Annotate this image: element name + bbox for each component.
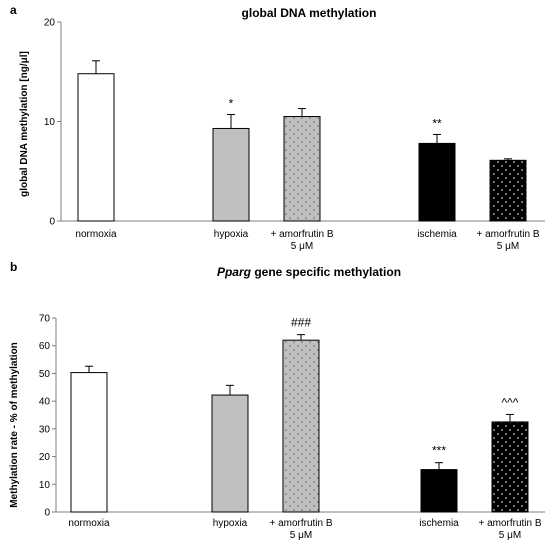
category-label: ischemia: [419, 518, 459, 529]
y-tick-label: 50: [39, 369, 51, 380]
significance-label: ^^^: [502, 395, 519, 409]
category-label: ischemia: [417, 229, 457, 240]
chart-title-a: global DNA methylation: [242, 6, 377, 20]
y-tick-label: 70: [39, 314, 51, 325]
y-tick-label: 30: [39, 424, 51, 435]
bar: [212, 127, 250, 222]
category-label: + amorfrutin B: [270, 229, 333, 240]
significance-label: **: [432, 116, 442, 130]
chart-b: 0 10 20 30 40 50 60 70 normoxia hypoxia ### + amorf…: [39, 314, 545, 540]
y-tick-label: 0: [44, 508, 50, 519]
bar: [77, 73, 115, 222]
y-axis-label-a: global DNA methylation [ng/μl]: [19, 51, 30, 197]
y-axis-label-b: Methylation rate - % of methylation: [9, 342, 20, 508]
significance-label: ###: [291, 316, 311, 330]
bar: [491, 421, 529, 513]
category-label: hypoxia: [214, 229, 249, 240]
category-label: hypoxia: [213, 518, 248, 529]
category-label: normoxia: [75, 229, 117, 240]
category-label: 5 μM: [497, 241, 519, 252]
panel-letter-a: a: [10, 3, 17, 17]
category-label: + amorfrutin B: [476, 229, 539, 240]
y-tick-label: 60: [39, 341, 51, 352]
significance-label: *: [229, 97, 234, 111]
y-tick-label: 10: [44, 117, 56, 128]
bar: [282, 339, 320, 513]
bar: [70, 372, 108, 513]
bar: [211, 394, 249, 513]
y-tick-label: 0: [49, 217, 55, 228]
chart-title-b: Pparg gene specific methylation: [217, 265, 401, 279]
bar: [420, 469, 458, 513]
y-tick-label: 10: [39, 480, 51, 491]
bar: [489, 159, 527, 222]
chart-title-b-rest: gene specific methylation: [251, 265, 401, 279]
category-label: normoxia: [68, 518, 110, 529]
y-tick-label: 20: [39, 452, 51, 463]
significance-label: ***: [432, 444, 446, 458]
panel-letter-b: b: [10, 260, 17, 274]
bar: [418, 142, 456, 222]
category-label: 5 μM: [290, 530, 312, 540]
category-label: + amorfrutin B: [269, 518, 332, 529]
category-label: + amorfrutin B: [478, 518, 541, 529]
chart-title-b-gene: Pparg: [217, 265, 252, 279]
category-label: 5 μM: [291, 241, 313, 252]
bar: [283, 116, 321, 222]
y-tick-label: 40: [39, 397, 51, 408]
y-tick-label: 20: [44, 18, 56, 29]
category-label: 5 μM: [499, 530, 521, 540]
